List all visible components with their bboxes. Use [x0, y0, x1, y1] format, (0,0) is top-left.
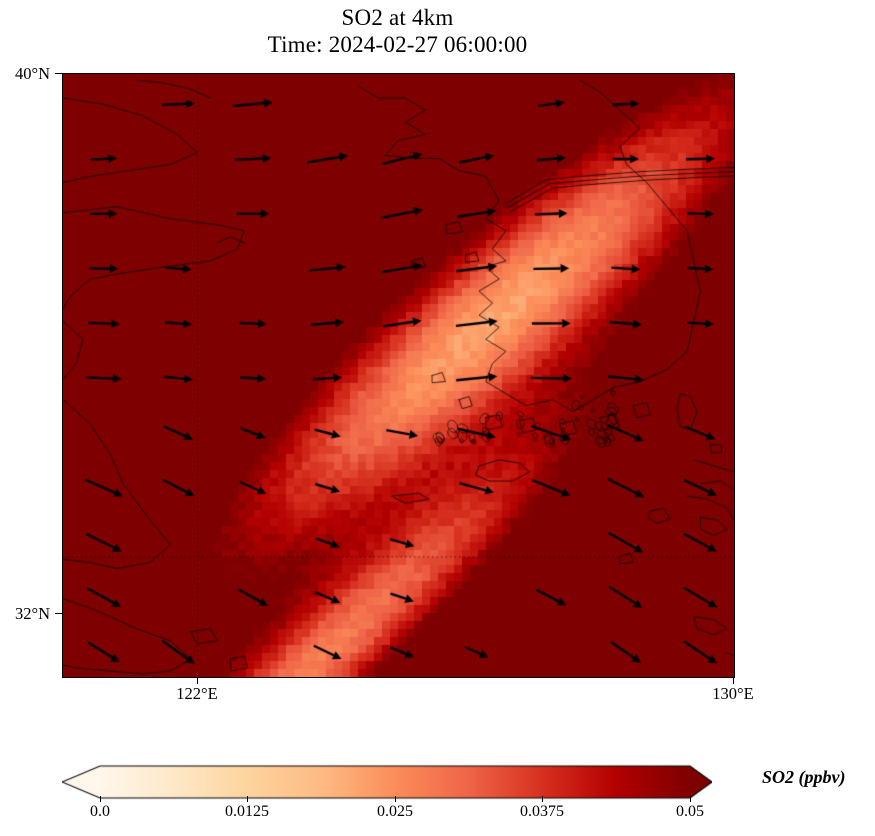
colorbar-axis-label: SO2 (ppbv): [762, 767, 846, 787]
colorbar-tick-4: [690, 796, 691, 802]
colorbar-tick-0: [100, 796, 101, 802]
colorbar-tick-label-4: 0.05: [676, 803, 704, 820]
x-tick-label-130e: 130°E: [712, 684, 754, 703]
y-tick-mark-32n: [55, 613, 62, 614]
x-tick-mark-122e: [197, 677, 198, 684]
colorbar-tick-2: [395, 796, 396, 802]
colorbar-tick-label-1: 0.0125: [225, 803, 269, 820]
colorbar-tick-1: [247, 796, 248, 802]
x-tick-mark-130e: [733, 677, 734, 684]
colorbar-tick-label-3: 0.0375: [520, 803, 564, 820]
colorbar-tick-3: [542, 796, 543, 802]
y-tick-label-40n: 40°N: [14, 64, 50, 83]
colorbar: [62, 760, 712, 804]
y-tick-mark-40n: [55, 73, 62, 74]
colorbar-gradient: [62, 760, 712, 804]
colorbar-tick-label-0: 0.0: [90, 803, 110, 820]
title-line-time: Time: 2024-02-27 06:00:00: [267, 32, 528, 58]
title-line-variable: SO2 at 4km: [341, 5, 454, 30]
x-tick-label-122e: 122°E: [176, 684, 218, 703]
y-tick-label-32n: 32°N: [14, 604, 50, 623]
so2-concentration-heatmap: [63, 74, 734, 677]
colorbar-tick-label-2: 0.025: [377, 803, 413, 820]
map-plot-area: [62, 73, 735, 678]
figure-title: SO2 at 4km Time: 2024-02-27 06:00:00: [62, 4, 733, 58]
